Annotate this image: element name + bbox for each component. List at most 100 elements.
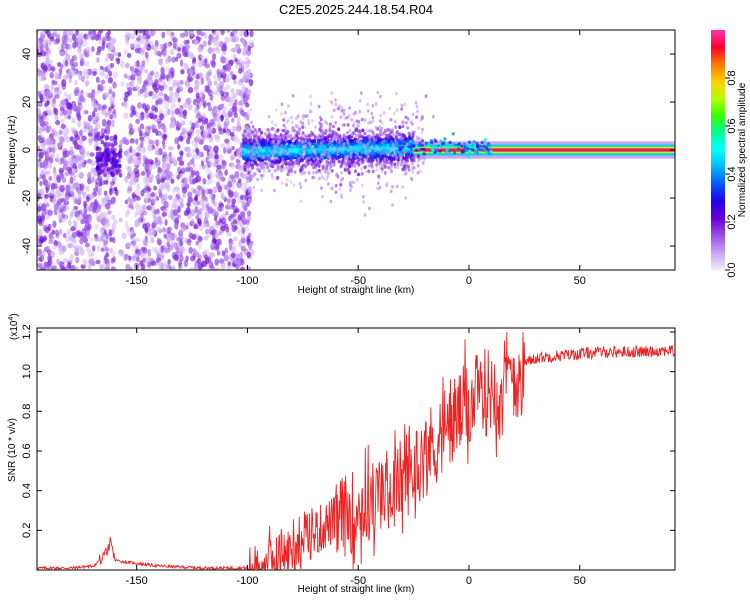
spectrogram-cell (239, 251, 243, 259)
spectrogram-cell (66, 30, 71, 36)
spectrogram-cell (97, 85, 103, 91)
spectrogram-cell (358, 148, 362, 152)
spectrogram-cell (222, 64, 227, 70)
spectrogram-cell (47, 209, 53, 216)
spectrogram-cell (220, 56, 226, 64)
spectrogram-cell (387, 138, 391, 143)
spectrogram-cell (101, 119, 107, 127)
spectrogram-cell (234, 99, 238, 106)
spectrogram-cell (366, 129, 369, 133)
spectrogram-cell (327, 150, 330, 155)
spectrogram-cell (217, 238, 222, 246)
spectrogram-cell (244, 61, 250, 69)
spectrogram-cell (225, 91, 230, 97)
spectrogram-cell (162, 125, 167, 134)
spectrogram-cell (368, 138, 372, 143)
spectrogram-cell (362, 153, 366, 158)
spectrogram-cell (239, 222, 244, 229)
spectrogram-cell (128, 123, 133, 131)
spectrogram-cell (328, 167, 332, 172)
spectrogram-cell (85, 46, 91, 54)
spectrogram-cell (148, 90, 153, 97)
spectrogram-cell (289, 155, 293, 159)
spectrogram-cell (45, 106, 51, 114)
spectrogram-cell (140, 140, 144, 149)
spectrogram-cell (163, 233, 168, 239)
spectrogram-cell (323, 155, 327, 160)
spectrogram-cell (208, 260, 214, 269)
spectrogram-cell (140, 246, 146, 252)
spectrogram-cell (99, 135, 104, 140)
spectrogram-cell (85, 74, 90, 80)
spectrogram-cell (53, 183, 58, 190)
spectrogram-cell (280, 164, 284, 168)
spectrogram-cell (134, 158, 139, 166)
spectrogram-cell (69, 187, 74, 195)
spectrogram-cell (145, 180, 151, 187)
spectrogram-cell (189, 68, 194, 75)
spectrogram-cell (77, 231, 83, 237)
spectrogram-cell (301, 125, 305, 129)
spectrogram-cell (62, 99, 67, 107)
spectrogram-cell (67, 43, 73, 51)
spectrogram-cell (186, 238, 192, 246)
spectrogram-cell (168, 86, 173, 92)
spectrogram-cell (73, 220, 78, 228)
spectrogram-cell (134, 30, 139, 36)
spectrogram-cell (199, 201, 204, 207)
spectrogram-cell (82, 68, 89, 75)
spectrogram-cell (225, 204, 232, 211)
spectrogram-cell (383, 165, 387, 169)
spectrogram-cell (74, 55, 79, 61)
spectrogram-cell (109, 237, 114, 242)
spectrogram-cell (353, 164, 357, 169)
spectrogram-cell (342, 142, 346, 146)
spectrogram-cell (243, 168, 247, 172)
spectrogram-cell (392, 111, 396, 116)
spectrogram-cell (260, 188, 263, 193)
spectrogram-cell (148, 139, 153, 145)
spectrogram-cell (267, 169, 271, 173)
spectrogram-cell (197, 236, 203, 242)
spectrogram-cell (118, 148, 123, 153)
spectrogram-cell (38, 228, 43, 237)
spectrogram-cell (52, 177, 58, 185)
spectrogram-cell (255, 130, 259, 135)
spectrogram-cell (215, 220, 220, 226)
spectrogram-cell (98, 178, 102, 183)
spectrogram-cell (240, 245, 246, 252)
spectrogram-cell (380, 126, 384, 131)
spectrogram-cell (166, 30, 172, 36)
spectrogram-cell (62, 257, 68, 264)
spectrogram-cell (135, 84, 140, 90)
spectrogram-cell (161, 79, 166, 86)
spectrogram-cell (396, 162, 400, 167)
spectrogram-cell (39, 94, 44, 101)
spectrogram-cell (66, 242, 72, 249)
spectrogram-cell (408, 136, 412, 140)
spectrogram-cell (367, 169, 371, 174)
spectrogram-cell (211, 53, 217, 61)
spectrogram-cell (212, 186, 218, 194)
spectrogram-cell (197, 45, 203, 54)
spectrogram-cell (50, 84, 55, 90)
spectrogram-cell (290, 149, 294, 153)
spectrogram-cell (95, 181, 99, 190)
spectrogram-cell (159, 252, 165, 259)
spectrogram-cell (143, 193, 150, 202)
spectrogram-cell (124, 220, 129, 228)
spectrogram-cell (304, 134, 307, 138)
spectrogram-cell (196, 185, 202, 191)
spectrogram-cell (156, 140, 162, 146)
spectrogram-cell (275, 156, 278, 161)
spectrogram-cell (106, 199, 113, 206)
spectrogram-cell (136, 217, 142, 225)
spectrogram-cell (224, 118, 231, 124)
spectrogram-cell (278, 159, 282, 163)
spectrogram-cell (193, 201, 199, 207)
spectrogram-cell (123, 101, 128, 109)
spectrogram-cell (37, 206, 42, 212)
spectrogram-cell (190, 209, 196, 216)
spectrogram-cell (103, 156, 108, 161)
spectrogram-cell (156, 208, 160, 215)
